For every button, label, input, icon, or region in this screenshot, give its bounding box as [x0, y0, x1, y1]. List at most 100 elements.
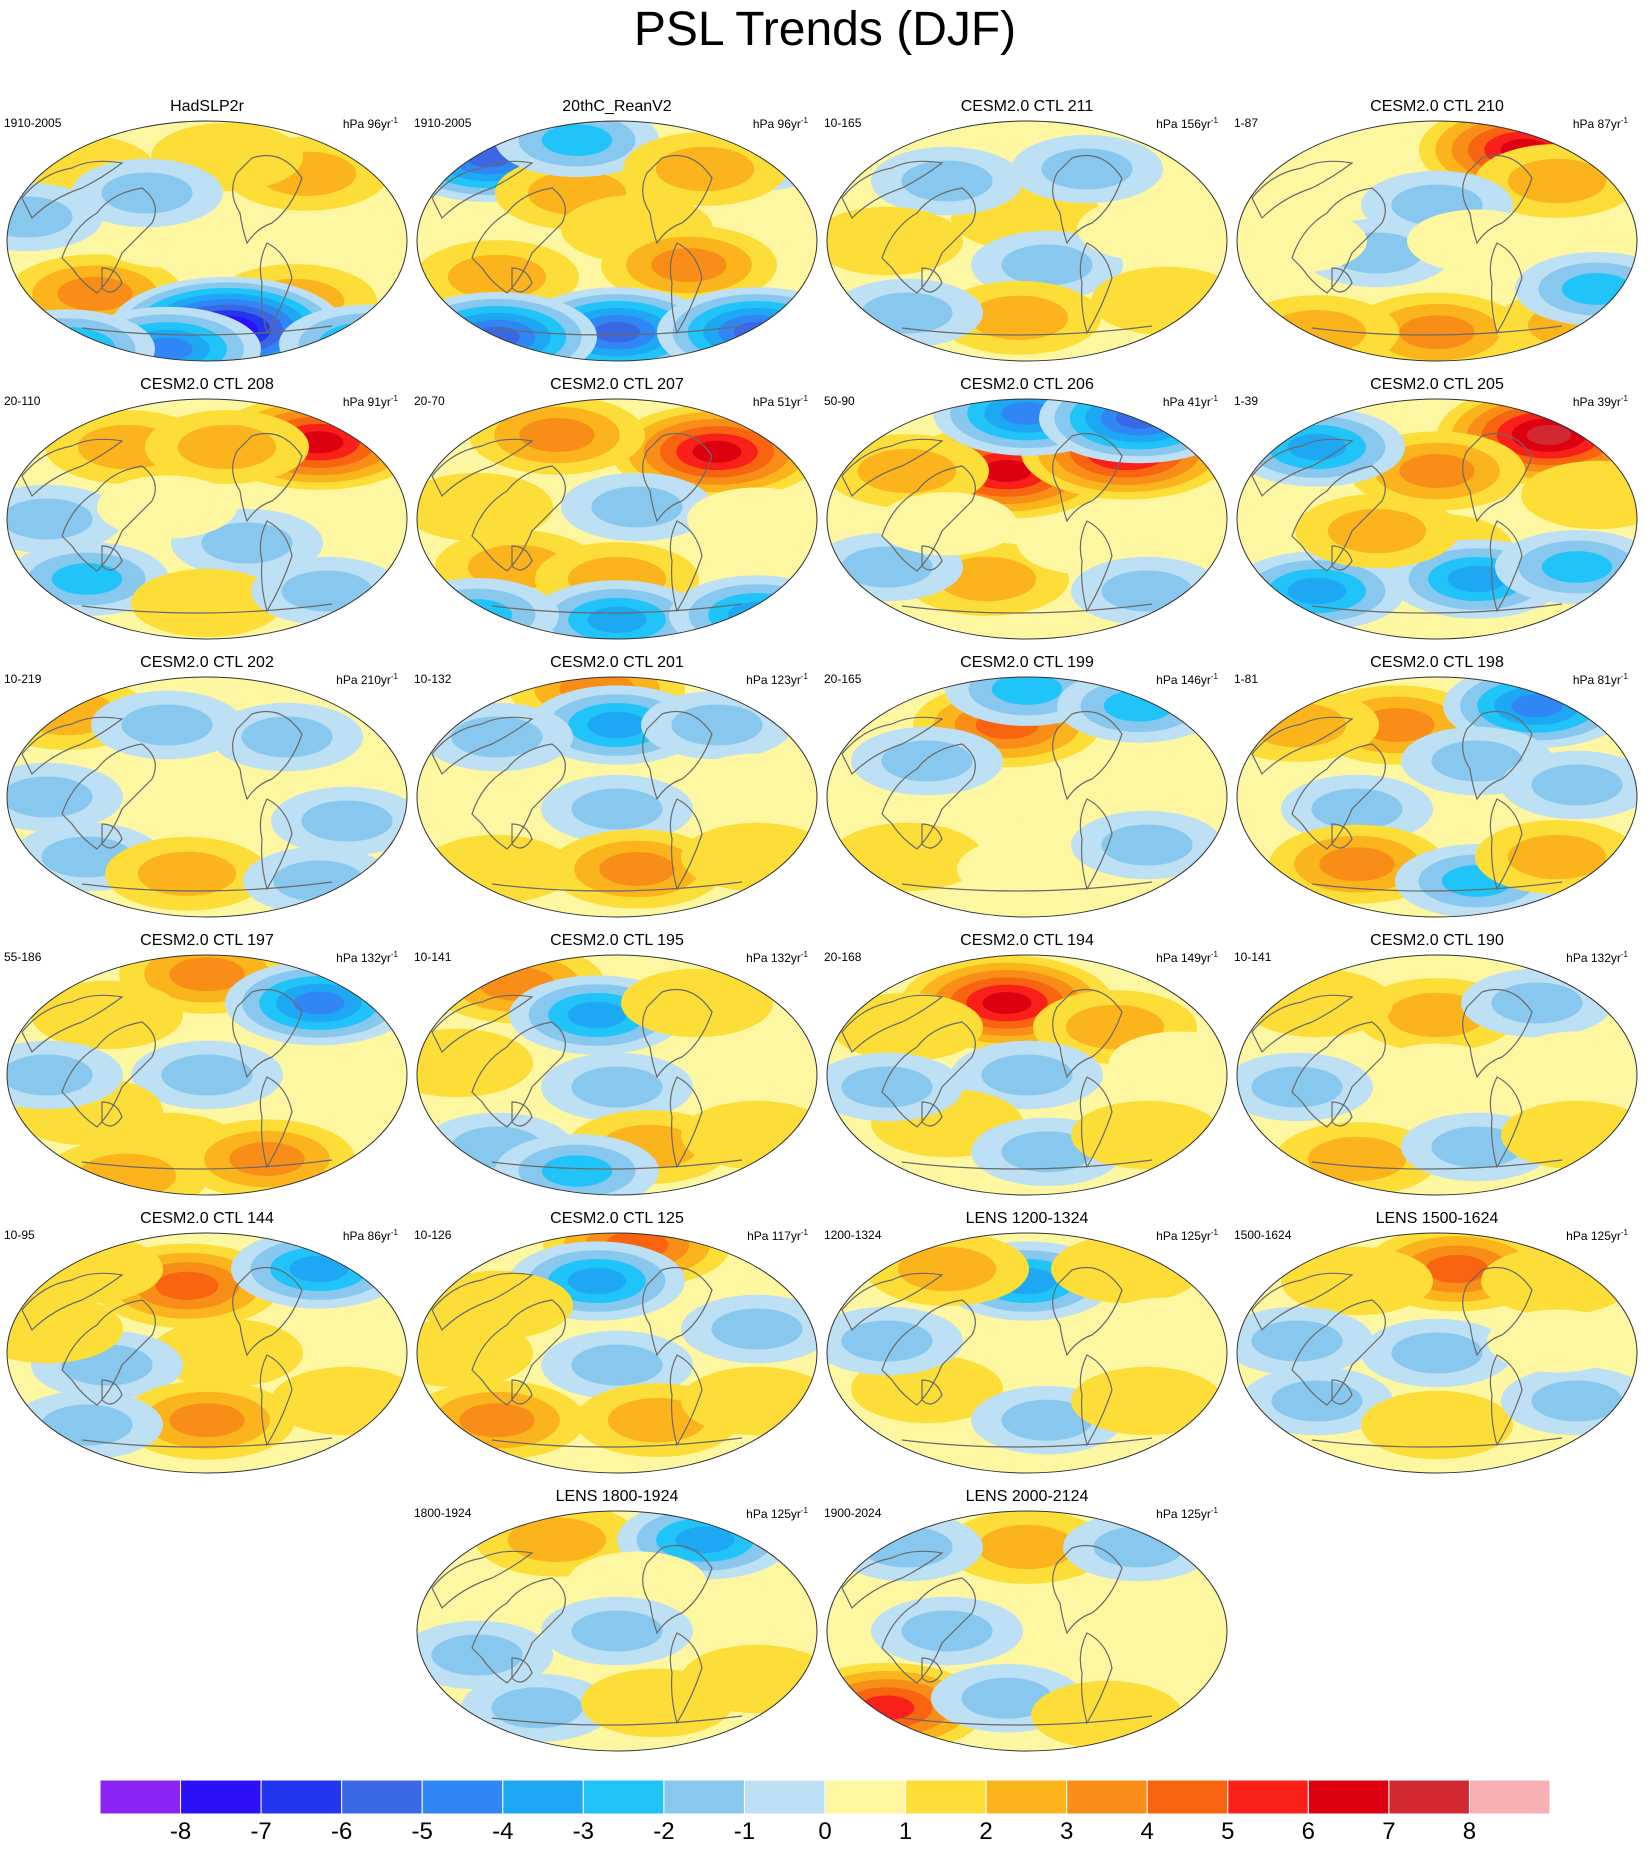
panel-title: LENS 1200-1324 — [965, 1210, 1089, 1227]
map-border — [1236, 120, 1638, 362]
trend-contour — [1507, 1031, 1637, 1095]
map-border — [6, 398, 408, 640]
map-panel: 20thC_ReanV2 1910-2005 hPa 96yr-1 — [412, 98, 822, 364]
coastline — [841, 710, 1153, 892]
trend-contour — [1531, 1380, 1623, 1422]
map-border — [826, 676, 1228, 918]
map-panel: CESM2.0 CTL 205 1-39 hPa 39yr-1 — [1232, 376, 1642, 642]
panel-units: hPa 132yr-1 — [336, 950, 398, 965]
trend-contour — [733, 321, 781, 343]
psl-trend-map — [826, 1510, 1228, 1752]
psl-trend-map — [1236, 676, 1638, 918]
trend-contour — [671, 704, 763, 746]
colorbar-swatch — [180, 1780, 262, 1814]
trend-contour — [841, 546, 933, 588]
coastline — [21, 154, 333, 336]
trend-contour — [1031, 1680, 1183, 1750]
panel-units: hPa 39yr-1 — [1572, 394, 1628, 409]
figure-title: PSL Trends (DJF) — [633, 3, 1017, 56]
trend-contour — [57, 276, 133, 311]
panel-title: HadSLP2r — [170, 98, 244, 115]
trend-contour — [651, 248, 727, 282]
colorbar-tick-label: -2 — [653, 1818, 675, 1845]
psl-trend-map — [1236, 398, 1638, 640]
map-border — [1236, 954, 1638, 1196]
panel-units: hPa 146yr-1 — [1156, 672, 1218, 687]
trend-contour — [1367, 1043, 1507, 1107]
trend-contour — [687, 487, 817, 551]
colorbar-swatch — [582, 1780, 665, 1814]
colorbar-tick-label: -7 — [250, 1818, 272, 1845]
trend-contour — [1001, 244, 1093, 286]
trend-contour — [201, 522, 293, 564]
panel-units: hPa 81yr-1 — [1572, 672, 1628, 687]
panel-units: hPa 210yr-1 — [336, 672, 398, 687]
psl-trend-map — [6, 954, 408, 1196]
colorbar-tick-label: 6 — [1301, 1818, 1315, 1845]
panel-period: 50-90 — [824, 394, 855, 408]
trend-contour — [1507, 834, 1607, 880]
panel-title: CESM2.0 CTL 207 — [550, 376, 684, 393]
panel-period: 20-70 — [414, 394, 445, 408]
map-border — [826, 1232, 1228, 1474]
panel-title: LENS 1500-1624 — [1375, 1210, 1499, 1227]
trend-contour — [982, 991, 1032, 1015]
map-border — [826, 120, 1228, 362]
trend-contour — [881, 740, 973, 782]
trend-contour — [692, 440, 742, 463]
trend-contour — [37, 335, 97, 361]
panel-title: CESM2.0 CTL 198 — [1370, 654, 1504, 671]
trend-contour — [7, 498, 93, 540]
trend-contour — [957, 837, 1097, 901]
coastline — [1251, 1266, 1563, 1448]
map-border — [1236, 398, 1638, 640]
trend-contour — [1561, 273, 1633, 305]
trend-contour — [827, 206, 963, 276]
map-border — [416, 1510, 818, 1752]
trend-contour — [491, 1687, 583, 1729]
panel-units: hPa 96yr-1 — [342, 116, 398, 131]
coastline — [1251, 432, 1563, 614]
psl-trend-map — [416, 954, 818, 1196]
coastline — [431, 1266, 743, 1448]
map-border — [1236, 1232, 1638, 1474]
trend-contour — [7, 1054, 93, 1096]
trend-contour — [1101, 824, 1193, 866]
trend-contour — [301, 800, 393, 842]
trend-contour — [507, 1517, 607, 1562]
map-border — [416, 954, 818, 1196]
trend-contour — [977, 1524, 1077, 1570]
panel-period: 1200-1324 — [824, 1228, 882, 1242]
trend-contour — [451, 716, 543, 758]
trend-contour — [41, 1404, 133, 1446]
trend-contour — [571, 1344, 663, 1386]
map-panel: CESM2.0 CTL 194 20-168 hPa 149yr-1 — [822, 932, 1232, 1198]
map-panel: CESM2.0 CTL 195 10-141 hPa 132yr-1 — [412, 932, 822, 1198]
trend-contour — [1425, 1254, 1489, 1284]
trend-contour — [841, 1320, 933, 1362]
panel-units: hPa 125yr-1 — [1566, 1228, 1628, 1243]
coastline — [431, 1544, 743, 1726]
panel-title: LENS 2000-2124 — [965, 1488, 1089, 1505]
trend-contour — [151, 1318, 303, 1388]
trend-contour — [519, 418, 595, 452]
trend-contour — [861, 292, 953, 334]
trend-contour — [1311, 788, 1403, 830]
trend-contour — [621, 968, 773, 1038]
coastline — [841, 988, 1153, 1170]
panel-title: CESM2.0 CTL 205 — [1370, 376, 1504, 393]
psl-trend-map — [826, 398, 1228, 640]
colorbar-tick-label: 2 — [979, 1818, 993, 1845]
coastline — [841, 1544, 1153, 1726]
coastline — [431, 154, 743, 336]
panel-units: hPa 51yr-1 — [752, 394, 808, 409]
colorbar-tick-label: -4 — [492, 1818, 514, 1845]
trend-contour — [1001, 1399, 1093, 1441]
panel-title: 20thC_ReanV2 — [562, 98, 672, 115]
colorbar-tick-label: 7 — [1382, 1818, 1396, 1845]
psl-trend-map — [826, 120, 1228, 362]
trend-contour — [418, 588, 536, 639]
map-panel: CESM2.0 CTL 197 55-186 hPa 132yr-1 — [2, 932, 412, 1198]
panel-period: 10-141 — [414, 950, 452, 964]
panel-period: 10-95 — [4, 1228, 35, 1242]
